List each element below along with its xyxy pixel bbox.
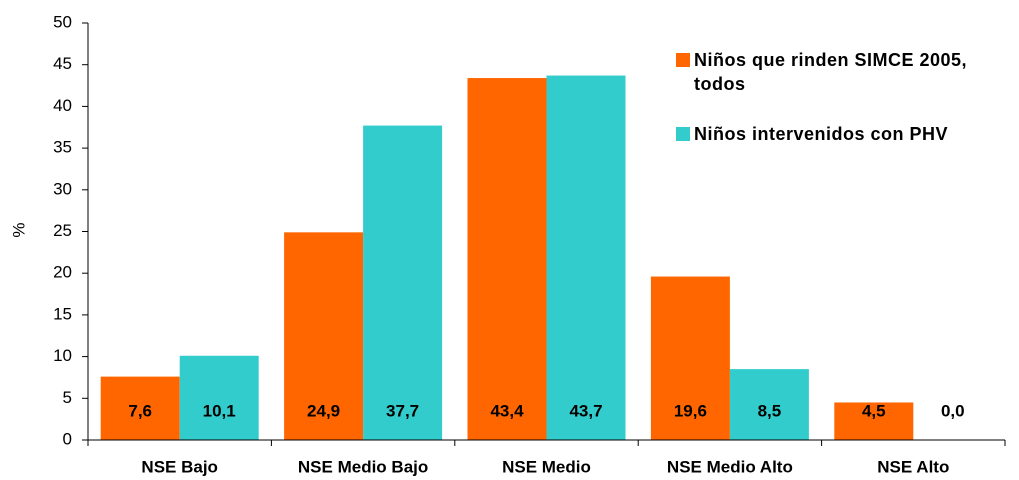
y-tick-label: 35 [53, 138, 72, 157]
value-label: 24,9 [307, 401, 340, 420]
legend-swatch [676, 53, 690, 67]
y-tick-label: 5 [63, 388, 72, 407]
bar [650, 276, 730, 440]
y-tick-label: 50 [53, 12, 72, 31]
x-tick-label: NSE Medio Alto [667, 457, 793, 476]
value-label: 0,0 [941, 401, 965, 420]
bar [179, 355, 259, 440]
value-label: 43,7 [569, 401, 602, 420]
bar [467, 78, 547, 440]
legend-label: Niños que rinden SIMCE 2005, todos [694, 50, 968, 94]
y-tick-label: 20 [53, 263, 72, 282]
y-tick-label: 0 [63, 429, 72, 448]
y-tick-label: 15 [53, 304, 72, 323]
bar [834, 402, 914, 440]
y-tick-label: 10 [53, 346, 72, 365]
y-axis-label: % [9, 222, 28, 237]
legend-item: Niños que rinden SIMCE 2005, todos [676, 48, 1016, 96]
y-tick-label: 30 [53, 179, 72, 198]
value-label: 8,5 [758, 401, 782, 420]
x-tick-label: NSE Medio [502, 457, 591, 476]
y-tick-label: 25 [53, 221, 72, 240]
value-label: 43,4 [490, 401, 524, 420]
legend-label: Niños intervenidos con PHV [694, 124, 949, 144]
value-label: 4,5 [862, 401, 886, 420]
y-tick-label: 45 [53, 54, 72, 73]
value-label: 37,7 [386, 401, 419, 420]
x-tick-label: NSE Medio Bajo [298, 457, 428, 476]
x-tick-label: NSE Bajo [141, 457, 218, 476]
x-tick-label: NSE Alto [877, 457, 949, 476]
value-label: 10,1 [203, 401, 236, 420]
legend-item: Niños intervenidos con PHV [676, 122, 1016, 146]
bar [284, 232, 364, 440]
bar [363, 125, 443, 440]
y-tick-label: 40 [53, 96, 72, 115]
value-label: 7,6 [128, 401, 152, 420]
legend-swatch [676, 127, 690, 141]
bar [100, 376, 180, 440]
bar [729, 369, 809, 440]
legend: Niños que rinden SIMCE 2005, todos Niños … [676, 48, 1016, 172]
bar [546, 75, 626, 441]
value-label: 19,6 [674, 401, 707, 420]
